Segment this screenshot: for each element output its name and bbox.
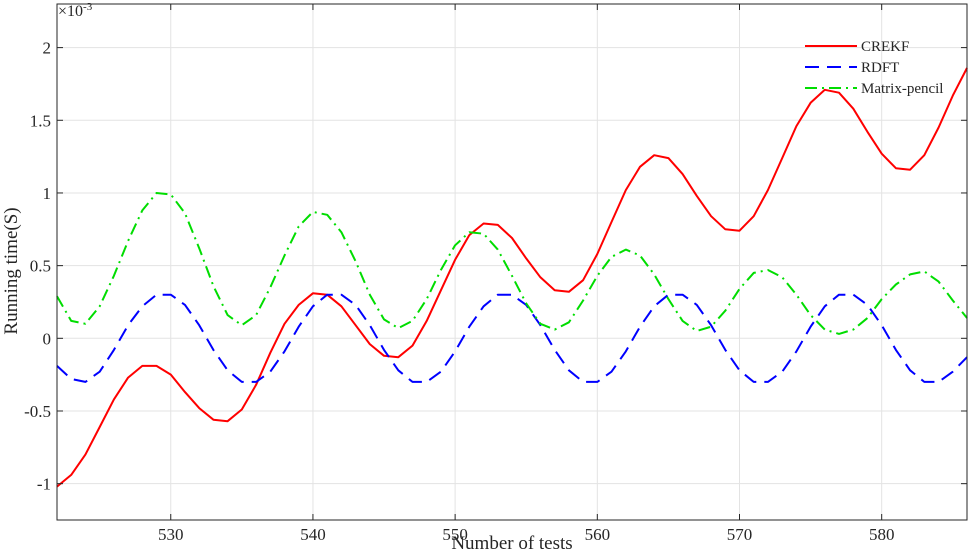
- y-exponent-label: ×10-3: [58, 1, 93, 20]
- y-tick-label: 2: [43, 39, 52, 58]
- y-tick-label: -0.5: [24, 402, 51, 421]
- legend: CREKF RDFT Matrix-pencil: [805, 39, 943, 97]
- series-line-matrix-pencil: [56, 192, 968, 335]
- series-line-crekf: [56, 67, 968, 488]
- y-exponent-power: -3: [83, 1, 93, 13]
- tick-marks: [57, 4, 967, 520]
- x-tick-label: 530: [158, 525, 184, 544]
- x-tick-label: 570: [727, 525, 753, 544]
- tick-labels: 530 540 550 560 570 580 -1 -0.5 0 0.5 1 1.5 2: [24, 39, 894, 544]
- x-tick-label: 550: [442, 525, 468, 544]
- series-line-rdft: [56, 293, 968, 383]
- legend-label: CREKF: [861, 39, 909, 55]
- x-tick-label: 560: [585, 525, 611, 544]
- legend-label: Matrix-pencil: [861, 81, 943, 97]
- y-tick-label: 0.5: [30, 257, 51, 276]
- x-tick-label: 580: [869, 525, 895, 544]
- plot-lines: [56, 67, 968, 488]
- y-exponent-base: ×10: [58, 3, 83, 20]
- y-tick-label: -1: [37, 475, 51, 494]
- y-tick-label: 1: [43, 184, 52, 203]
- x-axis-label: Number of tests: [451, 533, 572, 551]
- x-tick-label: 540: [300, 525, 326, 544]
- y-tick-label: 0: [43, 329, 52, 348]
- y-axis-label: Running time(S): [1, 207, 22, 334]
- axes-box: [56, 3, 968, 521]
- legend-label: RDFT: [861, 60, 899, 76]
- y-tick-label: 1.5: [30, 111, 51, 130]
- grid-lines: [57, 4, 967, 520]
